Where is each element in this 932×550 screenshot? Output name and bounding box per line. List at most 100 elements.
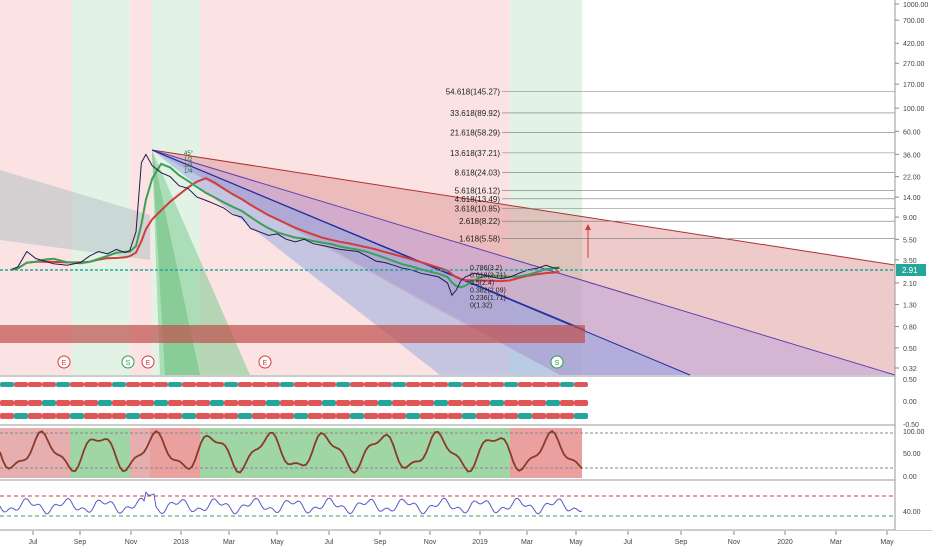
price-tick-label: 14.00 bbox=[903, 195, 921, 202]
signal-bar bbox=[462, 413, 476, 419]
price-tick-label: 100.00 bbox=[903, 106, 925, 113]
svg-text:E: E bbox=[263, 360, 268, 367]
stochastic-zone bbox=[0, 428, 70, 478]
event-marker[interactable]: S bbox=[550, 355, 564, 369]
signal-bar bbox=[406, 413, 420, 419]
price-scale[interactable]: 1000.00 700.00 420.00 270.00 170.00 100.00 60.… bbox=[894, 0, 932, 530]
price-tick-label: 420.00 bbox=[903, 41, 925, 48]
time-axis[interactable]: Jul Sep Nov 2018 Mar May Jul Sep Nov 2019 Mar May Ju… bbox=[0, 531, 932, 550]
signal-bar bbox=[56, 413, 70, 419]
signal-bar bbox=[28, 382, 42, 387]
signal-bar bbox=[406, 400, 420, 406]
signal-bar bbox=[350, 400, 364, 406]
svg-text:S: S bbox=[555, 360, 560, 367]
signal-bar bbox=[490, 400, 504, 406]
signal-bar bbox=[518, 400, 532, 406]
osc3-tick-label: 40.00 bbox=[903, 509, 921, 516]
price-tick-label: 9.00 bbox=[903, 215, 917, 222]
price-tick-label: 0.80 bbox=[903, 325, 917, 332]
signal-bar bbox=[434, 413, 448, 419]
signal-bar bbox=[14, 400, 28, 406]
price-tick-label: 0.32 bbox=[903, 366, 917, 373]
gann-fan-label: 1/2 bbox=[184, 157, 193, 163]
signal-bar bbox=[350, 382, 364, 387]
stochastic-zone bbox=[200, 428, 510, 478]
time-tick-label: 2018 bbox=[173, 539, 189, 546]
price-tick-label: 22.00 bbox=[903, 175, 921, 182]
price-tick-label: 700.00 bbox=[903, 18, 925, 25]
time-tick-label: 2019 bbox=[472, 539, 488, 546]
signal-bar bbox=[126, 400, 140, 406]
signal-bar bbox=[294, 382, 308, 387]
signal-bar bbox=[448, 382, 462, 387]
event-marker[interactable]: S bbox=[121, 355, 135, 369]
signal-bar bbox=[294, 400, 308, 406]
time-tick-label: Nov bbox=[125, 539, 138, 546]
signal-bar bbox=[280, 413, 294, 419]
fib-retracement-labels: 0.786(3.2)0.618(2.71)0.5(2.4)0.382(2.09)… bbox=[470, 265, 506, 310]
stochastic-zones bbox=[0, 428, 582, 478]
signal-bar bbox=[196, 413, 210, 419]
osc2-tick-label: 50.00 bbox=[903, 451, 921, 458]
signal-bar bbox=[84, 413, 98, 419]
signal-bar bbox=[364, 413, 378, 419]
time-tick-label: Jul bbox=[624, 539, 633, 546]
fib-retracement-label: 0.786(3.2) bbox=[470, 265, 502, 272]
fib-retracement-label: 0.618(2.71) bbox=[470, 273, 506, 280]
signal-bar bbox=[378, 400, 392, 406]
oscillator-pane-1[interactable] bbox=[0, 377, 895, 424]
price-tick-label: 270.00 bbox=[903, 61, 925, 68]
gray-wedge bbox=[0, 170, 150, 260]
gann-fan-labels: 45°1/21/31/4 bbox=[184, 151, 194, 175]
signal-bar bbox=[448, 413, 462, 419]
signal-bar bbox=[168, 400, 182, 406]
stochastic-zone bbox=[150, 428, 200, 478]
signal-bar bbox=[504, 382, 518, 387]
time-tick-label: 2020 bbox=[777, 539, 793, 546]
fib-level-label: 3.618(10.85) bbox=[455, 205, 501, 214]
time-tick-label: Sep bbox=[675, 539, 688, 546]
signal-bar bbox=[70, 413, 84, 419]
svg-text:S: S bbox=[126, 360, 131, 367]
signal-bar bbox=[238, 382, 252, 387]
price-pane[interactable]: E S E E S 54.618(145.27) 33.618(89.92) 21.618(… bbox=[0, 0, 896, 376]
signal-bar bbox=[378, 382, 392, 387]
signal-bar bbox=[112, 413, 126, 419]
signal-bar bbox=[196, 382, 210, 387]
signal-bar bbox=[224, 400, 238, 406]
trend-line bbox=[151, 149, 586, 331]
price-tick-label: 0.50 bbox=[903, 346, 917, 353]
signal-bar bbox=[112, 400, 126, 406]
signal-bar bbox=[168, 413, 182, 419]
signal-bar bbox=[252, 413, 266, 419]
oscillator-pane-2[interactable] bbox=[0, 426, 895, 479]
signal-bar bbox=[84, 382, 98, 387]
time-tick-label: Sep bbox=[374, 539, 387, 546]
event-marker[interactable]: E bbox=[258, 355, 272, 369]
oscillator-pane-3[interactable] bbox=[0, 481, 895, 529]
volume-strip bbox=[0, 325, 585, 343]
signal-bar bbox=[112, 382, 126, 387]
signal-bar bbox=[98, 382, 112, 387]
signal-bar bbox=[266, 413, 280, 419]
osc1-tick-label: 0.50 bbox=[903, 377, 917, 384]
current-price-tag bbox=[896, 264, 926, 276]
price-tick-label: 36.00 bbox=[903, 152, 921, 159]
fib-extension-levels bbox=[502, 90, 895, 239]
fib-level-label: 1.618(5.58) bbox=[459, 235, 500, 244]
signal-bar bbox=[98, 400, 112, 406]
signal-bar bbox=[322, 382, 336, 387]
signal-bar bbox=[154, 413, 168, 419]
signal-bar bbox=[14, 413, 28, 419]
time-tick-label: Mar bbox=[830, 539, 843, 546]
signal-bar bbox=[406, 382, 420, 387]
svg-text:E: E bbox=[62, 360, 67, 367]
event-marker[interactable]: E bbox=[141, 355, 155, 369]
fib-retracement-label: 0.5(2.4) bbox=[470, 280, 494, 287]
signal-bar bbox=[210, 400, 224, 406]
event-marker[interactable]: E bbox=[57, 355, 71, 369]
time-tick-label: Nov bbox=[424, 539, 437, 546]
signal-bar bbox=[392, 382, 406, 387]
signal-bar bbox=[336, 400, 350, 406]
